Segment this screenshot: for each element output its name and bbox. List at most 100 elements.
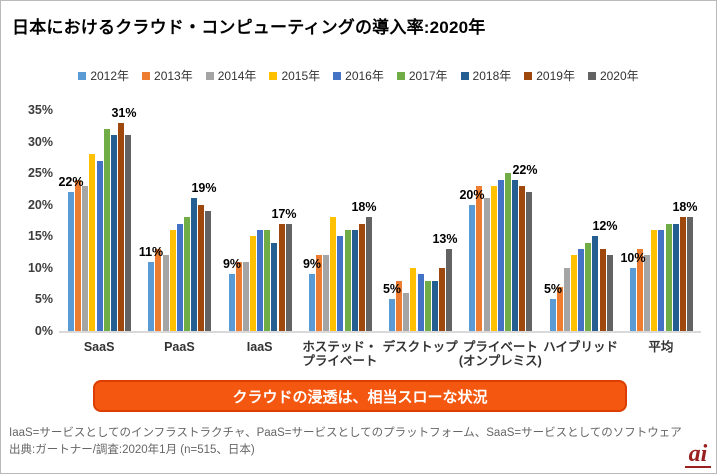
bar-2017年-デスクトップ (425, 281, 431, 331)
bar-2013年-ハイブリッド (557, 287, 563, 331)
bar-2020年-ホステッド・プライベート (366, 217, 372, 331)
bar-2019年-デスクトップ (439, 268, 445, 331)
x-axis-category-line: 平均 (648, 340, 674, 354)
bar-2012年-SaaS (68, 192, 74, 331)
data-label-first-ホステッド・プライベート: 9% (302, 257, 322, 272)
bar-2012年-ホステッド・プライベート (309, 274, 315, 331)
bar-2012年-デスクトップ (389, 299, 395, 331)
bar-2018年-ハイブリッド (592, 236, 598, 331)
bar-2017年-プライベート(オンプレミス) (505, 173, 511, 331)
x-axis-category-line: ホステッド・ (302, 340, 378, 354)
y-axis-tick-0: 0% (34, 324, 53, 338)
bar-2016年-ホステッド・プライベート (337, 236, 343, 331)
bar-2017年-PaaS (184, 217, 190, 331)
y-axis-tick-20: 20% (27, 197, 53, 212)
bar-2015年-平均 (651, 230, 657, 331)
bar-2020年-PaaS (205, 211, 211, 331)
legend-item-2018年: 2018年 (460, 67, 511, 84)
y-axis-tick-25: 25% (27, 166, 53, 181)
data-label-last-SaaS: 31% (111, 105, 137, 120)
x-axis-category-IaaS: IaaS (214, 340, 306, 354)
x-axis-category-line: IaaS (246, 340, 273, 354)
bar-2017年-SaaS (104, 129, 110, 331)
data-label-first-SaaS: 22% (58, 175, 84, 190)
legend-item-2016年: 2016年 (333, 67, 384, 84)
bar-2019年-ホステッド・プライベート (359, 224, 365, 331)
publisher-logo-tagline (685, 466, 711, 468)
x-axis-category-プライベート(オンプレミス): プライベート (オンプレミス) (454, 340, 546, 368)
legend-label: 2019年 (536, 69, 575, 83)
x-axis-category-line: PaaS (164, 340, 195, 354)
bar-2015年-IaaS (250, 236, 256, 331)
bar-2018年-ホステッド・プライベート (352, 230, 358, 331)
legend-label: 2013年 (154, 69, 193, 83)
bar-2015年-デスクトップ (410, 268, 416, 331)
bar-2017年-ハイブリッド (585, 243, 591, 331)
data-label-last-PaaS: 19% (191, 181, 217, 196)
bar-2014年-SaaS (82, 186, 88, 331)
bar-2014年-ホステッド・プライベート (323, 255, 329, 331)
legend-swatch-icon (269, 71, 278, 80)
bar-2020年-SaaS (125, 135, 131, 331)
x-axis-category-平均: 平均 (615, 340, 707, 354)
bar-2013年-平均 (637, 249, 643, 331)
x-axis-category-line: デスクトップ (382, 340, 458, 354)
x-axis-category-line: ハイブリッド (543, 340, 618, 354)
y-axis-tick-10: 10% (27, 260, 53, 275)
legend-swatch-icon (396, 71, 405, 80)
x-axis-category-SaaS: SaaS (53, 340, 145, 354)
bar-2013年-デスクトップ (396, 281, 402, 331)
bar-2019年-プライベート(オンプレミス) (519, 186, 525, 331)
data-label-last-ホステッド・プライベート: 18% (351, 200, 377, 215)
legend-item-2013年: 2013年 (142, 67, 193, 84)
summary-banner: クラウドの浸透は、相当スローな状況 (93, 380, 627, 412)
bar-2013年-IaaS (236, 262, 242, 331)
bar-2014年-IaaS (243, 262, 249, 331)
bar-2016年-IaaS (257, 230, 263, 331)
data-label-first-デスクトップ: 5% (382, 282, 402, 297)
data-label-last-平均: 18% (672, 200, 698, 215)
x-axis-category-line: プライベート (462, 340, 538, 354)
legend-swatch-icon (333, 71, 342, 80)
bar-2019年-IaaS (279, 224, 285, 331)
bar-2015年-プライベート(オンプレミス) (491, 186, 497, 331)
bar-2019年-平均 (680, 217, 686, 331)
data-label-first-ハイブリッド: 5% (543, 282, 563, 297)
bar-chart-plot-area: 0% 5% 10% 15% 20% 25% 30% 35% 22% 31% SaaS 11% 19% Pa… (1, 96, 716, 371)
x-axis-category-line: (オンプレミス) (458, 354, 542, 368)
bar-2013年-ホステッド・プライベート (316, 255, 322, 331)
bar-2012年-平均 (630, 268, 636, 331)
bar-2013年-SaaS (75, 180, 81, 331)
y-axis-tick-35: 35% (27, 103, 53, 118)
bar-2017年-平均 (666, 224, 672, 331)
bar-2014年-平均 (644, 255, 650, 331)
legend-item-2015年: 2015年 (269, 67, 320, 84)
legend-label: 2020年 (599, 69, 639, 83)
legend-swatch-icon (524, 71, 533, 80)
publisher-logo-text: ai (688, 441, 708, 467)
legend-label: 2014年 (217, 69, 257, 83)
bar-2020年-プライベート(オンプレミス) (526, 192, 532, 331)
data-label-last-プライベート(オンプレミス): 22% (512, 162, 538, 177)
bar-2018年-IaaS (271, 243, 277, 331)
bar-2015年-ハイブリッド (571, 255, 577, 331)
y-axis-tick-5: 5% (34, 292, 53, 307)
bar-2016年-デスクトップ (418, 274, 424, 331)
bar-2012年-プライベート(オンプレミス) (469, 205, 475, 331)
publisher-logo: ai (685, 441, 711, 470)
bar-2014年-デスクトップ (403, 293, 409, 331)
x-axis-line (59, 331, 701, 333)
legend-swatch-icon (460, 71, 469, 80)
bar-2016年-SaaS (97, 161, 103, 331)
bar-2020年-ハイブリッド (607, 255, 613, 331)
bar-2012年-IaaS (229, 274, 235, 331)
bar-2020年-IaaS (286, 224, 292, 331)
y-axis-tick-15: 15% (27, 229, 53, 244)
x-axis-category-PaaS: PaaS (133, 340, 225, 354)
chart-title: 日本におけるクラウド・コンピューティングの導入率:2020年 (12, 18, 486, 37)
legend-swatch-icon (205, 71, 214, 80)
legend-swatch-icon (587, 71, 596, 80)
bar-2013年-プライベート(オンプレミス) (476, 186, 482, 331)
bar-2019年-PaaS (198, 205, 204, 331)
